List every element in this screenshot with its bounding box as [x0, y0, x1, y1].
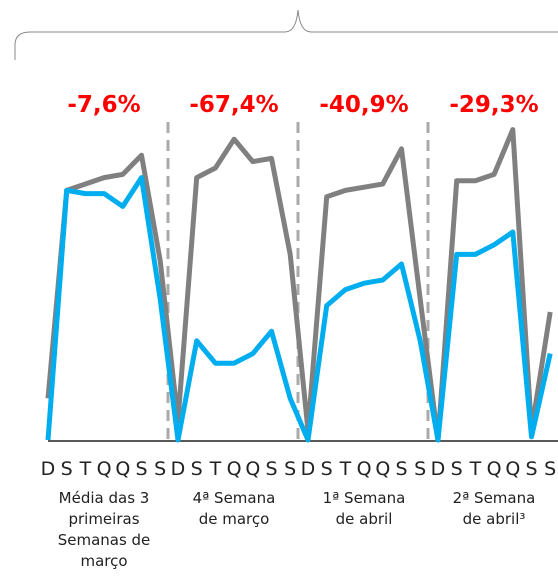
x-tick-label: Q [505, 458, 520, 480]
x-tick-label: Q [115, 458, 130, 480]
x-tick-label: S [525, 458, 537, 480]
x-tick-label: T [339, 458, 352, 480]
x-tick-label: Q [245, 458, 260, 480]
x-tick-label: S [544, 458, 556, 480]
group-label: de abril [336, 510, 393, 528]
x-tick-label: S [321, 458, 333, 480]
x-tick-label: S [61, 458, 73, 480]
series-line [45, 175, 553, 443]
x-tick-label: S [395, 458, 407, 480]
x-tick-label: Q [97, 458, 112, 480]
group-label: 4ª Semana [193, 489, 276, 507]
change-label: -67,4% [189, 92, 278, 118]
group-label: primeiras [68, 510, 139, 528]
x-tick-label: S [191, 458, 203, 480]
change-label: -40,9% [319, 92, 408, 118]
x-tick-label: Q [487, 458, 502, 480]
series-line [45, 127, 553, 443]
x-tick-label: T [209, 458, 222, 480]
x-tick-label: S [451, 458, 463, 480]
x-tick-label: S [414, 458, 426, 480]
group-label: 2ª Semana [453, 489, 536, 507]
brace [14, 9, 558, 60]
group-label: Semanas de [58, 531, 151, 549]
group-label: Média das 3 [59, 489, 150, 507]
x-tick-label: D [431, 458, 446, 480]
group-label: de março [199, 510, 270, 528]
x-tick-label: S [154, 458, 166, 480]
group-label: março [80, 552, 127, 570]
change-label: -29,3% [449, 92, 538, 118]
x-tick-label: S [135, 458, 147, 480]
x-tick-label: D [171, 458, 186, 480]
x-tick-label: T [79, 458, 92, 480]
change-label: -7,6% [67, 92, 140, 118]
x-tick-label: S [284, 458, 296, 480]
x-tick-label: D [41, 458, 56, 480]
x-tick-label: T [469, 458, 482, 480]
x-tick-label: S [265, 458, 277, 480]
x-tick-label: D [301, 458, 316, 480]
x-tick-label: Q [357, 458, 372, 480]
x-tick-label: Q [227, 458, 242, 480]
x-tick-label: Q [375, 458, 390, 480]
group-label: de abril³ [463, 510, 526, 528]
group-label: 1ª Semana [323, 489, 406, 507]
